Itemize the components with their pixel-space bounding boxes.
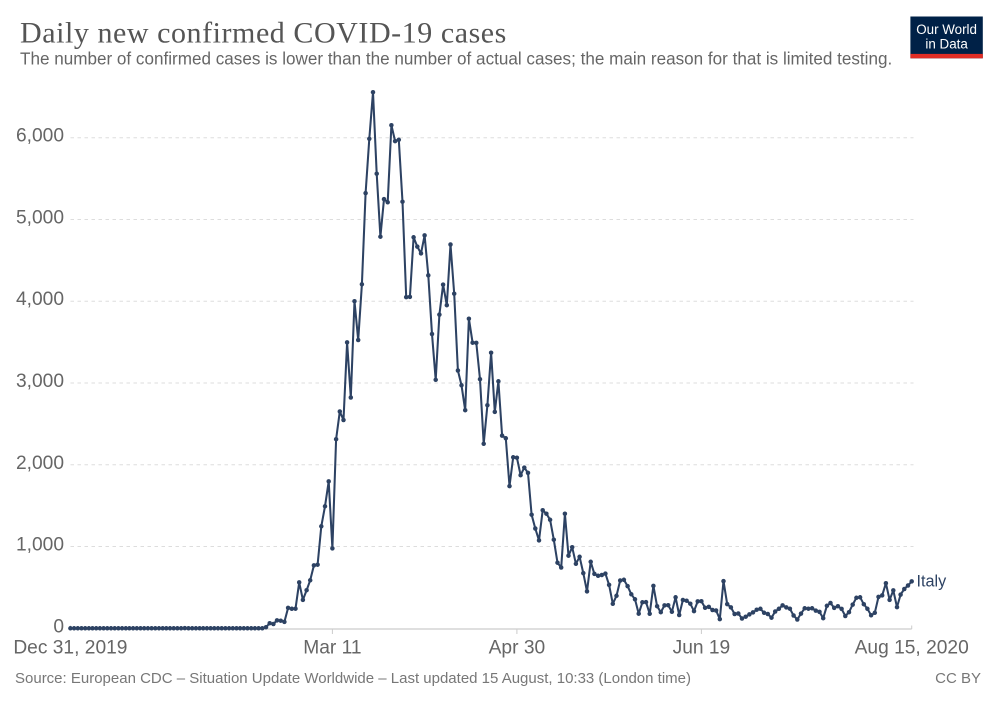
svg-text:Jun 19: Jun 19: [673, 638, 731, 659]
svg-text:Aug 15, 2020: Aug 15, 2020: [855, 638, 969, 659]
svg-text:CC BY: CC BY: [935, 670, 981, 687]
svg-text:Dec 31, 2019: Dec 31, 2019: [13, 638, 127, 659]
svg-text:2,000: 2,000: [16, 453, 64, 474]
svg-text:Daily new confirmed COVID-19 c: Daily new confirmed COVID-19 cases: [20, 17, 507, 50]
svg-text:6,000: 6,000: [16, 126, 64, 147]
svg-text:Mar 11: Mar 11: [303, 638, 361, 659]
svg-text:4,000: 4,000: [16, 289, 64, 310]
svg-text:Italy: Italy: [917, 573, 948, 591]
svg-text:Source: European CDC – Situati: Source: European CDC – Situation Update …: [15, 670, 691, 687]
svg-text:The number of confirmed cases: The number of confirmed cases is lower t…: [20, 50, 892, 69]
svg-text:Apr 30: Apr 30: [489, 638, 546, 659]
svg-text:Our World: Our World: [916, 22, 977, 37]
svg-text:1,000: 1,000: [16, 535, 64, 556]
svg-text:3,000: 3,000: [16, 371, 64, 392]
svg-text:0: 0: [53, 616, 64, 637]
svg-text:in Data: in Data: [925, 36, 968, 51]
svg-text:5,000: 5,000: [16, 208, 64, 229]
